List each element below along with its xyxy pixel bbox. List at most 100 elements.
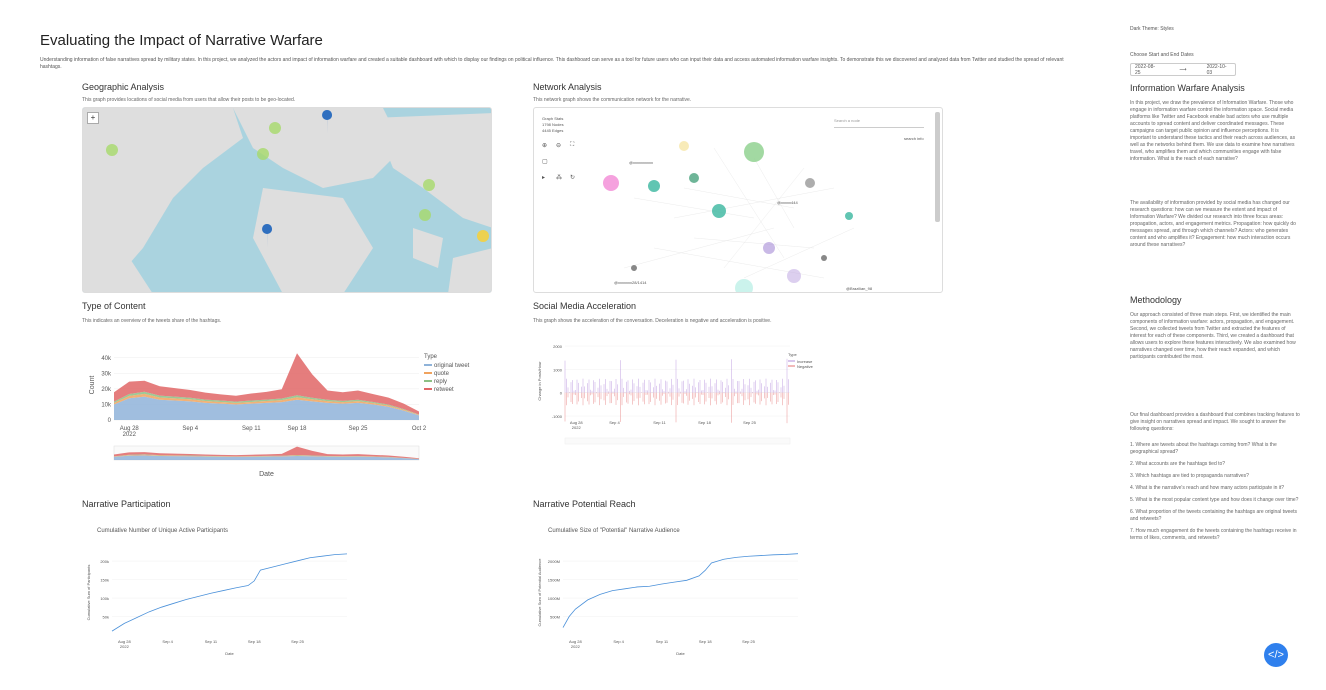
pin-marker (322, 110, 333, 134)
legend-label: Negative (797, 364, 814, 369)
zoom-out-icon[interactable]: ⊖ (556, 143, 562, 149)
x-tick-label: Aug 28 (120, 426, 140, 432)
network-graph[interactable]: Graph Stats 1798 Nodes 4445 Edges Search… (533, 107, 943, 293)
x-tick-label: Sep 4 (609, 420, 620, 425)
y-tick-label: 30k (101, 371, 112, 377)
node-label-c: @xxxxxxx28/1414 (614, 280, 647, 285)
end-date[interactable]: 2022-10-03 (1206, 63, 1227, 76)
arrow-icon: ⟶ (1179, 66, 1187, 73)
x-tick-label: Sep 25 (743, 420, 756, 425)
x-axis-label: Date (259, 471, 274, 478)
range-area (114, 446, 419, 459)
graph-stats-label: Graph Stats (542, 116, 564, 121)
chart-title: Cumulative Number of Unique Active Parti… (97, 528, 228, 534)
network-node (845, 212, 853, 220)
network-node (648, 180, 660, 192)
analysis-paragraph-1: In this project, we draw the prevalence … (1130, 100, 1296, 162)
y-tick-label: 500M (550, 615, 560, 620)
refresh-icon[interactable]: ↻ (570, 175, 576, 181)
x-tick-label: Sep 18 (287, 426, 307, 432)
legend-title: Type (424, 354, 438, 360)
layout-icon[interactable]: ▢ (542, 159, 548, 165)
play-icon[interactable]: ▸ (542, 175, 546, 181)
y-tick-label: 100k (100, 596, 109, 601)
question-item: 2. What accounts are the hashtags tied t… (1130, 461, 1226, 467)
cluster-marker (423, 179, 435, 191)
zoom-in-button[interactable]: + (87, 112, 99, 124)
participation-chart[interactable]: Cumulative Number of Unique Active Parti… (82, 522, 362, 662)
cluster-marker (419, 209, 431, 221)
y-tick-label: 1000M (548, 596, 560, 601)
network-node (763, 242, 775, 254)
range-slider (564, 437, 791, 445)
node-label-b: @xxxxx444 (777, 200, 798, 205)
node-label-a: @xxxxxxxxxx (629, 160, 654, 165)
reach-title: Narrative Potential Reach (533, 499, 636, 509)
question-list: 1. Where are tweets about the hashtags c… (1130, 442, 1300, 547)
network-canvas (603, 141, 855, 292)
start-date[interactable]: 2022-08-25 (1135, 63, 1156, 76)
theme-toggle[interactable]: Dark Theme: Styles (1130, 26, 1174, 32)
network-desc: This network graph shows the communicati… (533, 97, 692, 103)
date-range-picker[interactable]: 2022-08-25 ⟶ 2022-10-03 (1130, 63, 1236, 76)
area-retweet (114, 353, 419, 415)
cluster-marker (269, 122, 281, 134)
y-tick-label: 10k (101, 402, 112, 408)
network-node (689, 173, 699, 183)
geo-title: Geographic Analysis (82, 82, 165, 92)
share-icon[interactable]: ⁂ (556, 175, 562, 181)
methodology-paragraph-1: Our approach consisted of three main ste… (1130, 312, 1296, 360)
question-item: 3. Which hashtags are tied to propaganda… (1130, 473, 1249, 479)
network-node (805, 178, 815, 188)
x-tick-label: 2022 (572, 425, 582, 430)
cumulative-line (111, 553, 348, 632)
x-tick-label: Sep 11 (242, 426, 261, 432)
question-item: 1. Where are tweets about the hashtags c… (1130, 442, 1277, 455)
question-item: 7. How much engagement do the tweets con… (1130, 528, 1297, 541)
y-tick-label: 200k (100, 559, 109, 564)
graph-nodes: 1798 Nodes (542, 122, 564, 127)
y-axis-label: Change in Posts/Hour (537, 361, 542, 401)
x-tick-label: 2022 (120, 644, 130, 649)
date-label: Choose Start and End Dates (1130, 52, 1194, 58)
range-area (114, 455, 419, 460)
zoom-in-icon[interactable]: ⊕ (542, 143, 548, 149)
y-tick-label: 1500M (548, 578, 560, 583)
network-node (603, 175, 619, 191)
x-tick-label: Sep 4 (182, 426, 198, 432)
x-tick-label: Sep 11 (656, 639, 669, 644)
x-axis-label: Date (225, 651, 234, 656)
y-tick-label: 2000M (548, 559, 560, 564)
x-tick-label: Aug 28 (570, 420, 583, 425)
cluster-marker (106, 144, 118, 156)
question-item: 5. What is the most popular content type… (1130, 497, 1299, 503)
y-tick-label: 150k (100, 578, 109, 583)
fit-icon[interactable]: ⛶ (570, 142, 575, 148)
x-tick-label: Sep 25 (742, 639, 755, 644)
geo-map[interactable]: + (82, 107, 492, 293)
y-tick-label: 50k (103, 615, 109, 620)
y-axis-label: Count (89, 376, 96, 395)
x-tick-label: 2022 (571, 644, 581, 649)
network-scrollbar[interactable] (935, 112, 940, 222)
methodology-title: Methodology (1130, 295, 1182, 305)
x-tick-label: Sep 18 (248, 639, 261, 644)
y-tick-label: 1000 (553, 367, 563, 372)
chart-title: Cumulative Size of "Potential" Narrative… (548, 528, 680, 534)
x-tick-label: Sep 18 (699, 639, 712, 644)
pin-marker (262, 224, 273, 248)
page-title: Evaluating the Impact of Narrative Warfa… (40, 32, 323, 49)
search-info-label: search info (904, 136, 924, 141)
code-icon: </> (1268, 649, 1284, 661)
y-tick-label: -1000 (552, 414, 563, 419)
node-search-input[interactable]: Search a node (834, 118, 924, 128)
cluster-marker (477, 230, 489, 242)
x-tick-label: Oct 2 (412, 426, 427, 432)
y-axis-label: Cumulative Sum of Participants (86, 565, 91, 621)
node-label-d: @Brazilian_98 (846, 286, 873, 291)
reach-chart[interactable]: Cumulative Size of "Potential" Narrative… (533, 522, 813, 662)
y-tick-label: 20k (101, 387, 112, 393)
code-toggle-button[interactable]: </> (1264, 643, 1288, 667)
